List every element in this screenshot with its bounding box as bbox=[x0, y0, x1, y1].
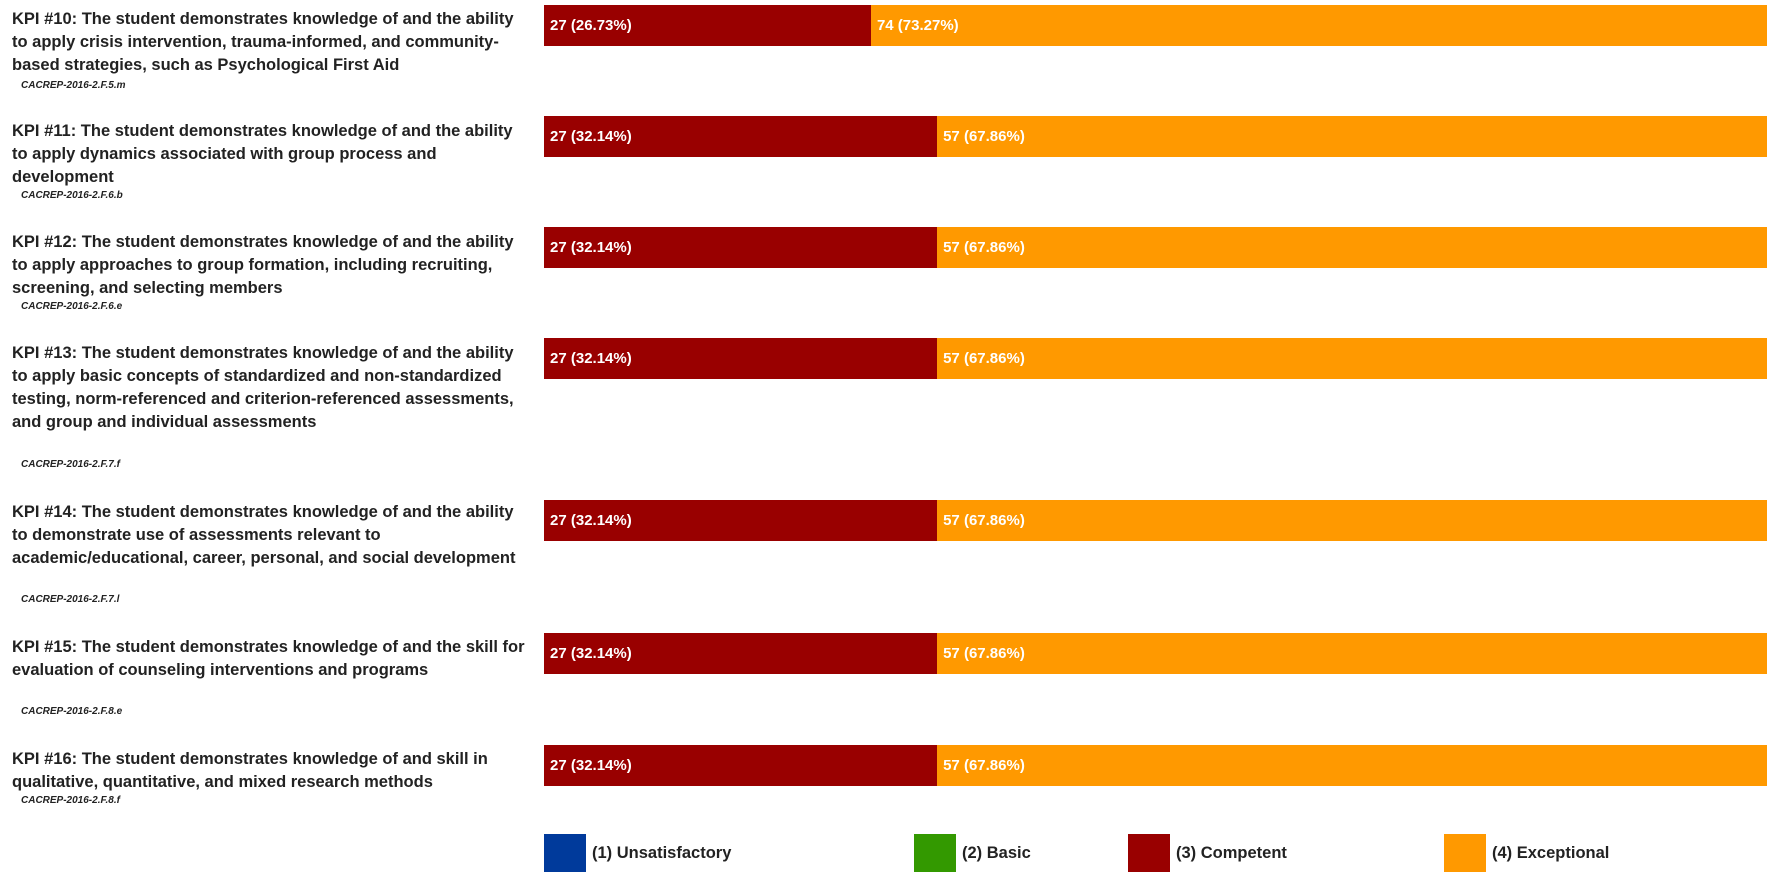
kpi-standard-code: CACREP-2016-2.F.5.m bbox=[21, 80, 126, 91]
bar-segment-exceptional: 57 (67.86%) bbox=[937, 227, 1767, 268]
bar-segment-competent: 27 (32.14%) bbox=[544, 116, 938, 157]
bar-segment-exceptional: 74 (73.27%) bbox=[870, 5, 1767, 46]
kpi-label: KPI #11: The student demonstrates knowle… bbox=[12, 122, 513, 186]
bar-segment-exceptional: 57 (67.86%) bbox=[937, 633, 1767, 674]
kpi-stacked-bar: 27 (32.14%) 57 (67.86%) bbox=[544, 338, 1767, 379]
bar-segment-exceptional: 57 (67.86%) bbox=[937, 500, 1767, 541]
legend-item-unsatisfactory: (1) Unsatisfactory bbox=[544, 834, 731, 872]
kpi-standard-code: CACREP-2016-2.F.8.e bbox=[21, 706, 123, 717]
kpi-stacked-bar: 27 (26.73%) 74 (73.27%) bbox=[544, 5, 1767, 46]
kpi-standard-code: CACREP-2016-2.F.8.f bbox=[21, 795, 120, 806]
legend-swatch-competent bbox=[1128, 834, 1170, 872]
kpi-label: KPI #13: The student demonstrates knowle… bbox=[12, 344, 514, 431]
bar-segment-competent: 27 (32.14%) bbox=[544, 745, 938, 786]
legend-label-unsatisfactory: (1) Unsatisfactory bbox=[592, 843, 732, 862]
bar-segment-competent: 27 (26.73%) bbox=[544, 5, 871, 46]
kpi-label: KPI #15: The student demonstrates knowle… bbox=[12, 638, 525, 679]
kpi-stacked-bar: 27 (32.14%) 57 (67.86%) bbox=[544, 745, 1767, 786]
bar-segment-competent: 27 (32.14%) bbox=[544, 227, 938, 268]
kpi-label: KPI #12: The student demonstrates knowle… bbox=[12, 233, 514, 297]
bar-segment-exceptional: 57 (67.86%) bbox=[937, 116, 1767, 157]
kpi-stacked-bar: 27 (32.14%) 57 (67.86%) bbox=[544, 116, 1767, 157]
kpi-standard-code: CACREP-2016-2.F.6.b bbox=[21, 190, 123, 201]
kpi-label: KPI #14: The student demonstrates knowle… bbox=[12, 503, 516, 567]
kpi-stacked-bar: 27 (32.14%) 57 (67.86%) bbox=[544, 500, 1767, 541]
chart-legend: (1) Unsatisfactory (2) Basic (3) Compete… bbox=[0, 834, 1767, 872]
legend-item-competent: (3) Competent bbox=[1128, 834, 1287, 872]
legend-label-exceptional: (4) Exceptional bbox=[1492, 843, 1610, 862]
kpi-standard-code: CACREP-2016-2.F.7.f bbox=[21, 459, 120, 470]
kpi-stacked-bar: 27 (32.14%) 57 (67.86%) bbox=[544, 633, 1767, 674]
bar-segment-competent: 27 (32.14%) bbox=[544, 500, 938, 541]
legend-label-basic: (2) Basic bbox=[962, 843, 1031, 862]
kpi-label: KPI #10: The student demonstrates knowle… bbox=[12, 10, 514, 74]
kpi-label: KPI #16: The student demonstrates knowle… bbox=[12, 750, 488, 791]
bar-segment-exceptional: 57 (67.86%) bbox=[937, 745, 1767, 786]
legend-swatch-unsatisfactory bbox=[544, 834, 586, 872]
kpi-stacked-bar: 27 (32.14%) 57 (67.86%) bbox=[544, 227, 1767, 268]
legend-swatch-exceptional bbox=[1444, 834, 1486, 872]
bar-segment-exceptional: 57 (67.86%) bbox=[937, 338, 1767, 379]
bar-segment-competent: 27 (32.14%) bbox=[544, 338, 938, 379]
legend-label-competent: (3) Competent bbox=[1176, 843, 1287, 862]
legend-swatch-basic bbox=[914, 834, 956, 872]
legend-item-exceptional: (4) Exceptional bbox=[1444, 834, 1609, 872]
kpi-standard-code: CACREP-2016-2.F.6.e bbox=[21, 301, 123, 312]
bar-segment-competent: 27 (32.14%) bbox=[544, 633, 938, 674]
kpi-standard-code: CACREP-2016-2.F.7.l bbox=[21, 594, 120, 605]
legend-item-basic: (2) Basic bbox=[914, 834, 1031, 872]
